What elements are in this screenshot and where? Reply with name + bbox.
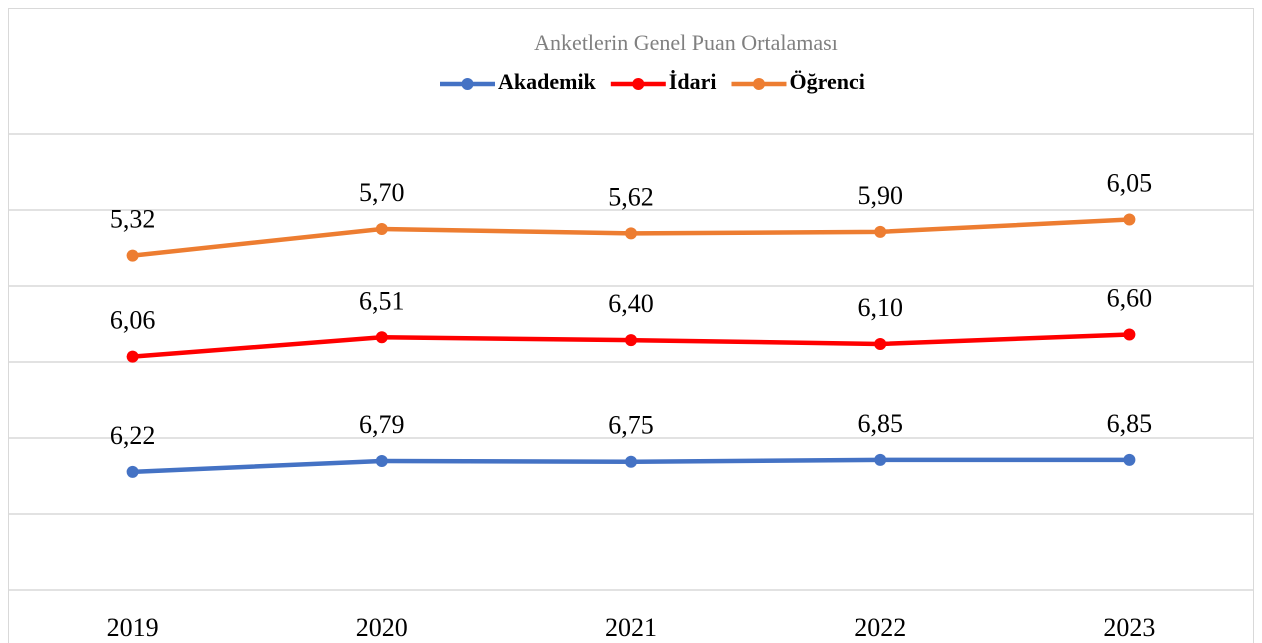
data-label: 6,75: [608, 411, 654, 440]
data-label: 5,90: [857, 181, 903, 210]
data-label: 6,85: [857, 409, 903, 438]
data-label: 6,05: [1107, 168, 1153, 197]
legend-label: Öğrenci: [789, 69, 864, 94]
chart-title: Anketlerin Genel Puan Ortalaması: [534, 30, 838, 55]
point: [874, 225, 887, 238]
point: [874, 337, 887, 350]
legend-label: İdari: [669, 69, 717, 94]
x-tick-label: 2022: [854, 613, 906, 642]
data-label: 6,79: [359, 410, 405, 439]
point: [1123, 328, 1136, 341]
point: [375, 454, 388, 467]
chart-frame: [8, 8, 1254, 643]
point: [625, 455, 637, 468]
point: [625, 334, 637, 347]
point: [126, 249, 139, 262]
legend-marker: [632, 78, 645, 90]
point: [1123, 213, 1136, 226]
legend-marker: [461, 78, 474, 90]
point: [625, 227, 637, 240]
data-label: 6,51: [359, 286, 405, 315]
x-tick-label: 2023: [1103, 613, 1155, 642]
x-tick-label: 2021: [605, 613, 657, 642]
data-label: 5,70: [359, 178, 405, 207]
data-label: 6,22: [110, 421, 156, 450]
legend-label: Akademik: [498, 69, 597, 94]
data-label: 6,40: [608, 289, 654, 318]
data-label: 6,60: [1107, 283, 1153, 312]
point: [375, 331, 388, 344]
data-label: 5,32: [110, 205, 156, 234]
data-label: 6,06: [110, 306, 156, 335]
data-label: 5,62: [608, 182, 654, 211]
point: [126, 465, 139, 478]
point: [126, 350, 139, 363]
point: [874, 453, 887, 466]
x-tick-label: 2020: [356, 613, 408, 642]
data-label: 6,10: [857, 293, 903, 322]
x-tick-label: 2019: [107, 613, 159, 642]
point: [1123, 453, 1136, 466]
data-label: 6,85: [1107, 409, 1153, 438]
point: [375, 223, 388, 235]
legend-marker: [752, 78, 765, 90]
